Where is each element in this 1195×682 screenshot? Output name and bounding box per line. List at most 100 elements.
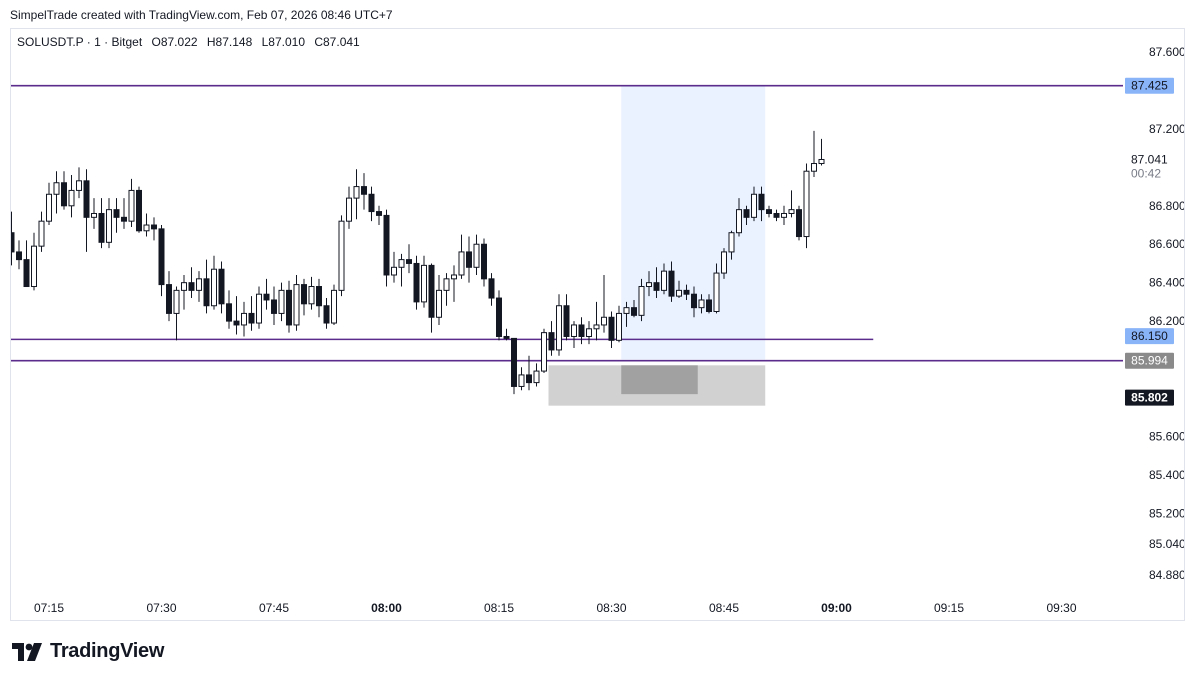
candle-69	[526, 355, 532, 391]
candle-34	[263, 278, 270, 310]
candle-86	[653, 267, 660, 299]
candle-body	[638, 286, 645, 316]
candle-body	[121, 216, 127, 222]
candle-51	[391, 251, 397, 283]
candle-67	[511, 337, 517, 395]
price-tick-label: 85.040	[1149, 537, 1184, 551]
candle-61	[466, 236, 472, 283]
header-caption: SimpelTrade created with TradingView.com…	[10, 8, 393, 22]
candle-101	[766, 205, 772, 218]
level-label-0: 87.425	[1125, 77, 1174, 94]
candle-37	[286, 280, 292, 333]
candle-42	[323, 298, 330, 329]
ohlc-low: L87.010	[262, 35, 306, 49]
candle-94	[713, 263, 720, 314]
candle-body	[196, 278, 202, 291]
candle-22	[173, 286, 180, 341]
candle-body	[316, 286, 322, 307]
price-tick-label: 86.200	[1149, 314, 1184, 328]
candle-54	[413, 255, 420, 310]
time-tick-0830: 08:30	[596, 601, 626, 615]
candle-body	[136, 189, 142, 232]
candle-body	[653, 282, 660, 291]
candle-105	[796, 205, 802, 241]
ohlc-close: C87.041	[314, 35, 360, 49]
candle-78	[593, 301, 600, 341]
candle-body	[106, 209, 112, 243]
candle-body	[338, 220, 345, 291]
candle-body	[376, 211, 382, 216]
candle-body	[458, 251, 465, 276]
candle-60	[458, 234, 465, 279]
candle-body	[428, 264, 435, 318]
candle-body	[188, 282, 195, 291]
candle-107	[811, 130, 817, 177]
candle-27	[211, 255, 217, 310]
time-tick-0715: 07:15	[34, 601, 64, 615]
candle-96	[728, 230, 735, 260]
level-label-0-bg	[1125, 77, 1174, 94]
candle-body	[368, 193, 375, 213]
candle-body	[181, 282, 187, 291]
candle-body	[61, 182, 67, 207]
countdown-label: 00:42	[1131, 166, 1161, 180]
candle-body	[496, 297, 502, 337]
symbol-line: SOLUSDT.P · 1 · Bitget	[17, 35, 143, 49]
candle-103	[781, 205, 787, 226]
candle-body	[623, 307, 630, 314]
candle-body	[818, 158, 825, 165]
time-axis: 07:15 07:30 07:45 08:00 08:15 08:30 08:45 09:00…	[34, 601, 1077, 615]
candle-100	[758, 186, 765, 222]
candle-95	[721, 248, 727, 279]
candle-59	[451, 265, 457, 302]
candle-body	[263, 293, 270, 301]
candle-79	[601, 274, 607, 333]
level-label-2: 85.994	[1125, 352, 1174, 369]
candle-body	[443, 278, 450, 291]
price-label-1-text: 85.802	[1131, 391, 1168, 405]
candle-102	[773, 209, 780, 222]
time-tick-0845: 08:45	[709, 601, 739, 615]
candle-body	[76, 180, 82, 191]
candle-body	[11, 232, 15, 253]
candle-4	[38, 211, 45, 252]
candle-46	[353, 169, 360, 220]
candle-body	[293, 284, 300, 326]
candle-9	[76, 167, 82, 199]
candle-80	[608, 311, 615, 349]
time-tick-0930: 09:30	[1046, 601, 1076, 615]
price-chart[interactable]: 87.600 87.200 86.800 86.600 86.400 86.200 85.6…	[11, 29, 1184, 620]
candle-53	[406, 244, 412, 274]
candle-35	[271, 286, 277, 325]
candle-63	[481, 238, 487, 287]
candle-62	[473, 234, 480, 275]
chart-frame[interactable]: 87.600 87.200 86.800 86.600 86.400 86.200 85.6…	[10, 28, 1185, 621]
candle-body	[271, 299, 277, 314]
candle-body	[713, 272, 720, 312]
price-tick-label: 86.800	[1149, 199, 1184, 213]
candle-91	[691, 286, 697, 318]
candle-32	[248, 296, 255, 331]
time-tick-0745: 07:45	[259, 601, 289, 615]
candle-77	[586, 321, 592, 345]
candle-20	[158, 225, 165, 297]
candle-body	[646, 282, 652, 288]
candle-body	[346, 197, 352, 222]
candle-body	[563, 305, 570, 337]
candle-13	[106, 198, 112, 249]
candle-90	[683, 284, 690, 300]
candle-56	[428, 263, 435, 333]
candle-body	[608, 316, 615, 341]
price-tick-label: 85.200	[1149, 506, 1184, 520]
time-tick-0815: 08:15	[484, 601, 514, 615]
candle-45	[346, 186, 352, 229]
candle-5	[46, 182, 52, 226]
candle-body	[556, 305, 562, 351]
candle-6	[53, 171, 60, 214]
candle-body	[151, 224, 157, 230]
candle-body	[736, 209, 742, 234]
candle-68	[518, 367, 525, 391]
candle-body	[361, 186, 367, 195]
candle-40	[308, 276, 315, 310]
zone-dark	[621, 365, 698, 395]
